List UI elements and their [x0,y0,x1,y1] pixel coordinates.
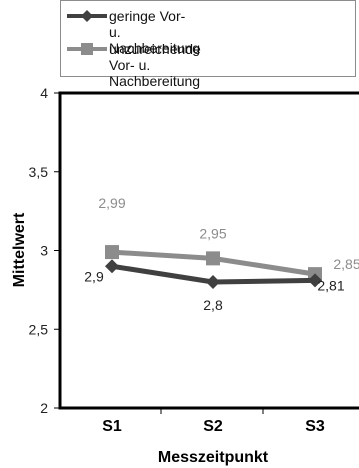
data-point-diamond [308,273,322,288]
data-point-diamond [206,275,220,289]
data-label-series-1: 2,8 [203,297,223,313]
y-tick-label: 4 [40,85,48,101]
legend-label-series-2: unzureichende Vor- u. Nachbereitung [109,41,201,89]
x-axis-label: Messzeitpunkt [158,449,269,466]
plot-area [58,91,359,410]
data-point-diamond [105,259,119,274]
data-label-series-2: 2,85 [333,256,359,272]
data-label-series-2: 2,99 [98,195,125,211]
y-axis-label: Mittelwert [11,212,28,287]
data-label-series-2: 2,95 [199,225,226,241]
data-point-square [105,245,119,260]
legend-swatch-diamond-icon [67,10,107,22]
x-tick-label: S3 [305,418,325,435]
x-tick-label: S1 [102,418,122,435]
y-tick-label: 2,5 [29,321,49,337]
legend: geringe Vor- u. Nachbereitung unzureiche… [60,0,356,89]
data-label-series-1: 2,9 [84,268,104,284]
y-tick-label: 3,5 [29,164,49,180]
legend-swatch-square-icon [67,43,107,55]
y-tick-label: 2 [40,400,48,416]
legend-label-series-1: geringe Vor- u. Nachbereitung [109,8,201,56]
y-tick-label: 3 [40,243,48,259]
data-point-square [206,251,220,266]
x-tick-label: S2 [203,418,223,435]
data-label-series-1: 2,81 [317,277,344,293]
